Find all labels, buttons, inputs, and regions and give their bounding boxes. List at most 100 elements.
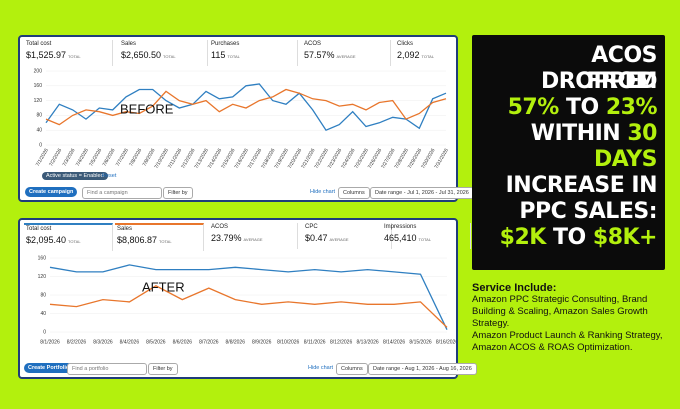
metric-label: Clicks (397, 41, 413, 47)
chart: 040801201602007/1/20267/2/20267/3/20267/… (34, 68, 450, 170)
headline-text: INCREASE IN (505, 173, 658, 198)
metric-number: $0.47 (305, 233, 328, 243)
headline-text: $8K+ (592, 225, 658, 250)
columns-dropdown[interactable]: Columns (338, 187, 370, 199)
y-tick-label: 40 (40, 311, 46, 317)
headline-text: 57% (507, 95, 560, 120)
headline-text: PPC SALES: (519, 199, 657, 224)
metric-unit: AVERAGE (329, 237, 349, 242)
metric-label: Purchases (211, 41, 240, 47)
metric-unit: TOTAL (68, 239, 81, 244)
hide-chart[interactable]: Hide chart (310, 189, 336, 195)
y-tick-label: 120 (34, 98, 43, 104)
columns-dropdown[interactable]: Columns (336, 363, 368, 375)
x-tick-label: 8/4/2026 (120, 339, 140, 345)
metric-unit: TOTAL (68, 54, 81, 59)
series-line (45, 88, 447, 126)
y-tick-label: 0 (43, 329, 46, 335)
search-box[interactable]: Find a portfolio (67, 363, 147, 375)
y-tick-label: 0 (39, 142, 42, 148)
x-tick-label: 8/14/2026 (383, 339, 405, 345)
metric-unit: TOTAL (163, 54, 176, 59)
headline-line: INCREASE IN (472, 173, 658, 199)
x-tick-label: 8/10/2026 (277, 339, 299, 345)
metric-unit: AVERAGE (336, 54, 356, 59)
y-tick-label: 80 (40, 292, 46, 298)
metric-value: 465,410 TOTAL (384, 233, 431, 243)
y-tick-label: 80 (36, 113, 42, 119)
after-panel: Total cost $2,095.40 TOTAL Sales $8,806.87 TO… (18, 218, 477, 379)
filter-dropdown[interactable]: Filter by (163, 187, 193, 199)
x-tick-label: 8/5/2026 (146, 339, 166, 345)
x-tick-label: 8/2/2026 (67, 339, 87, 345)
y-tick-label: 200 (34, 68, 43, 74)
services: Service Include: Amazon PPC Strategic Co… (472, 282, 672, 354)
metric: Impressions 465,410 TOTAL (382, 223, 471, 249)
y-tick-label: 160 (34, 83, 43, 89)
filter-chip[interactable]: Active status = Enabled (42, 172, 108, 180)
headline-text: 30 DAYS (594, 121, 657, 172)
metric-label: Total cost (26, 41, 52, 47)
headline-text: FROM (586, 69, 657, 94)
metric-value: $2,650.50 TOTAL (121, 50, 176, 60)
series-line (49, 285, 448, 328)
headline-line: WITHIN 30 DAYS (472, 121, 658, 172)
filter-dropdown[interactable]: Filter by (148, 363, 178, 375)
metric-label: Sales (117, 226, 133, 232)
y-tick-label: 120 (38, 274, 47, 280)
headline-line: 57% TO 23% (472, 95, 658, 121)
x-tick-label: 8/9/2026 (252, 339, 272, 345)
metric-label: ACOS (211, 224, 229, 230)
metric: ACOS 23.79% AVERAGE (209, 223, 298, 249)
metric-number: 2,092 (397, 50, 420, 60)
date-range[interactable]: Date range - Jul 1, 2026 - Jul 31, 2026 (370, 187, 474, 199)
metric: Sales $2,650.50 TOTAL (119, 40, 208, 66)
metric-unit: TOTAL (227, 54, 240, 59)
headline-line: FROM (472, 69, 657, 95)
metric-number: $2,650.50 (121, 50, 162, 60)
metric-label: CPC (305, 224, 318, 230)
headline-text: 23% (605, 95, 658, 120)
headline-text: WITHIN (530, 121, 621, 146)
metric: Clicks 2,092 TOTAL (395, 40, 484, 66)
y-tick-label: 160 (38, 255, 47, 261)
metric-value: $1,525.97 TOTAL (26, 50, 81, 60)
hide-chart[interactable]: Hide chart (308, 365, 334, 371)
x-tick-label: 8/7/2026 (199, 339, 219, 345)
headline-text: $2K (499, 225, 547, 250)
date-range[interactable]: Date range - Aug 1, 2026 - Aug 16, 2026 (368, 363, 477, 375)
x-tick-label: 8/11/2026 (304, 339, 326, 345)
search-box[interactable]: Find a campaign (82, 187, 162, 199)
x-tick-label: 8/1/2026 (40, 339, 60, 345)
metric-number: 23.79% (211, 233, 242, 243)
reset-link[interactable]: Reset (102, 173, 117, 179)
metric-label: Sales (121, 41, 137, 47)
service-item: Amazon PPC Strategic Consulting, Brand B… (472, 294, 648, 329)
before-panel: Total cost $1,525.97 TOTAL Sales $2,650.50 TO… (18, 35, 484, 202)
headline-box: ACOS DROPPED FROM 57% TO 23% WITHIN 30 DAYS… (472, 35, 665, 270)
headline-line: PPC SALES: (472, 199, 657, 225)
service-item: Amazon Product Launch & Ranking Strategy… (472, 330, 663, 353)
metric-value: $2,095.40 TOTAL (26, 235, 81, 245)
metric-unit: TOTAL (159, 239, 172, 244)
metric: ACOS 57.57% AVERAGE (302, 40, 391, 66)
metric-unit: AVERAGE (243, 237, 263, 242)
metric-number: 465,410 (384, 233, 417, 243)
services-title: Service Include: (472, 282, 557, 294)
series-line (49, 264, 448, 330)
metric-number: $1,525.97 (26, 50, 67, 60)
metric-value: 57.57% AVERAGE (304, 50, 356, 60)
metric-number: $2,095.40 (26, 235, 67, 245)
metric-value: 115 TOTAL (211, 50, 240, 60)
metric-value: $8,806.87 TOTAL (117, 235, 172, 245)
chart-annotation: AFTER (142, 279, 185, 294)
chart-annotation: BEFORE (120, 101, 174, 116)
create-button[interactable]: Create Portfolio (24, 363, 74, 373)
metric-number: $8,806.87 (117, 235, 158, 245)
headline-line: $2K TO $8K+ (472, 225, 658, 251)
metric: Total cost $1,525.97 TOTAL (24, 40, 113, 66)
create-button[interactable]: Create campaign (25, 187, 78, 197)
x-tick-label: 8/15/2026 (409, 339, 431, 345)
x-tick-label: 8/16/2026 (436, 339, 456, 345)
